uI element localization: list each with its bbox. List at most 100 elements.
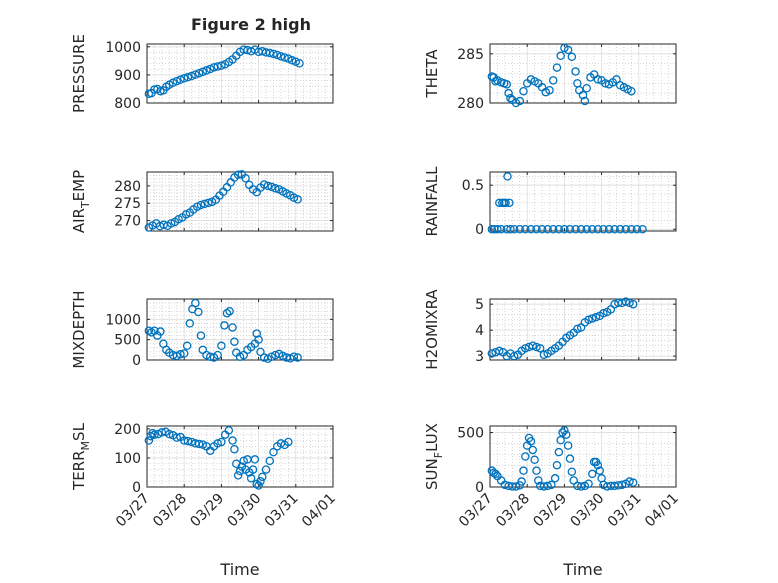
data-point bbox=[250, 455, 260, 464]
data-point bbox=[571, 67, 580, 76]
data-point bbox=[272, 50, 282, 60]
data-point bbox=[567, 52, 577, 62]
data-point bbox=[503, 172, 512, 181]
data-point bbox=[248, 465, 258, 474]
data-point bbox=[532, 342, 541, 352]
data-point bbox=[182, 341, 192, 351]
y-tick-label: 5 bbox=[475, 297, 484, 313]
data-point bbox=[562, 430, 571, 439]
data-point bbox=[230, 337, 239, 346]
data-point bbox=[511, 482, 521, 491]
data-point bbox=[591, 312, 601, 322]
data-point bbox=[565, 454, 575, 463]
subplot-theta: 280 285 THETA bbox=[423, 43, 677, 112]
subplot-mixdepth: 0 500 1000 MIXDEPTH bbox=[70, 290, 334, 369]
data-point bbox=[183, 436, 193, 446]
data-point bbox=[628, 478, 638, 487]
data-point bbox=[519, 466, 528, 475]
data-point bbox=[505, 198, 514, 208]
data-point bbox=[537, 224, 547, 234]
data-point bbox=[515, 96, 525, 106]
data-point bbox=[287, 56, 297, 65]
data-point bbox=[526, 224, 536, 234]
data-point bbox=[532, 224, 541, 234]
data-point bbox=[576, 482, 586, 491]
data-point bbox=[148, 429, 157, 438]
data-point bbox=[495, 198, 504, 208]
data-point bbox=[293, 195, 302, 204]
data-point bbox=[235, 466, 245, 476]
data-point bbox=[495, 346, 504, 356]
data-point bbox=[627, 224, 636, 234]
data-point bbox=[165, 429, 174, 439]
data-point bbox=[599, 309, 608, 318]
data-point bbox=[543, 481, 552, 491]
data-point bbox=[521, 452, 530, 461]
data-point bbox=[519, 86, 528, 96]
data-point bbox=[517, 477, 526, 486]
data-point bbox=[166, 219, 176, 228]
y-tick-label: 1000 bbox=[105, 40, 141, 56]
axes-box bbox=[146, 425, 334, 488]
subplot-rainfall: 0 0.5 RAINFALL bbox=[423, 166, 677, 238]
data-point bbox=[289, 352, 299, 361]
data-point bbox=[580, 96, 590, 106]
data-point bbox=[534, 476, 543, 485]
data-point bbox=[258, 472, 267, 482]
data-point bbox=[217, 341, 226, 351]
data-point bbox=[269, 447, 278, 457]
data-point bbox=[220, 321, 229, 330]
data-point bbox=[241, 173, 250, 183]
data-point bbox=[521, 344, 530, 353]
data-point bbox=[530, 455, 539, 465]
data-point bbox=[526, 436, 536, 446]
data-point bbox=[627, 86, 636, 96]
data-point bbox=[573, 324, 582, 334]
data-point bbox=[198, 67, 208, 77]
data-point bbox=[276, 52, 286, 61]
data-point bbox=[496, 224, 506, 234]
data-point bbox=[261, 465, 271, 474]
data-point bbox=[267, 182, 276, 192]
data-point bbox=[502, 80, 511, 89]
data-point bbox=[487, 224, 497, 234]
data-point bbox=[621, 224, 631, 234]
x-axis-label: Time bbox=[219, 560, 259, 579]
y-tick-label: 200 bbox=[114, 422, 141, 438]
data-point bbox=[604, 224, 614, 234]
data-point bbox=[191, 298, 200, 308]
data-point bbox=[584, 315, 593, 325]
data-point bbox=[222, 308, 232, 318]
data-point bbox=[571, 224, 580, 234]
data-point bbox=[172, 76, 182, 86]
y-axis-label: MIXDEPTH bbox=[70, 290, 88, 368]
data-point bbox=[501, 198, 510, 208]
data-point bbox=[563, 45, 573, 55]
data-point bbox=[545, 85, 554, 95]
data-point bbox=[239, 456, 248, 466]
axes-box bbox=[489, 425, 677, 488]
data-point bbox=[213, 62, 222, 71]
data-point bbox=[194, 68, 204, 78]
data-point bbox=[269, 49, 278, 59]
data-point bbox=[556, 435, 565, 445]
data-point bbox=[196, 200, 206, 210]
y-axis-label: RAINFALL bbox=[423, 166, 441, 237]
data-point bbox=[150, 430, 159, 439]
data-point bbox=[506, 224, 515, 234]
data-point bbox=[225, 306, 234, 316]
data-point bbox=[509, 224, 519, 234]
data-point bbox=[194, 307, 203, 317]
data-point bbox=[217, 437, 226, 447]
y-tick-label: 0.5 bbox=[462, 178, 484, 194]
y-axis-label: H2OMIXRA bbox=[423, 289, 441, 370]
data-point bbox=[176, 75, 185, 84]
data-point bbox=[256, 476, 265, 486]
data-point bbox=[254, 335, 263, 344]
data-point bbox=[548, 224, 558, 234]
data-point bbox=[228, 436, 237, 445]
y-tick-label: 100 bbox=[114, 451, 141, 467]
data-point bbox=[265, 456, 275, 466]
